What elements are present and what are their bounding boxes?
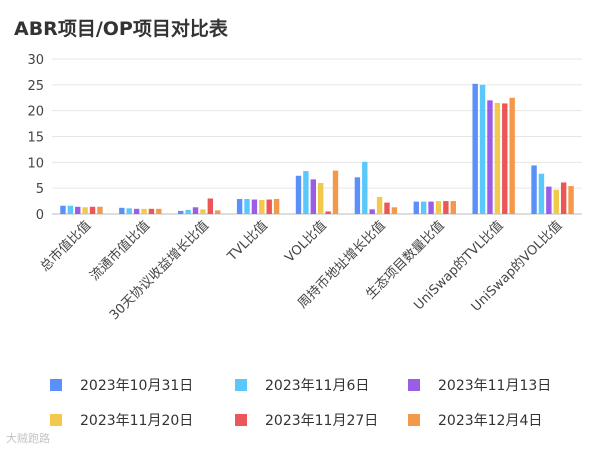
bar	[502, 103, 508, 214]
legend-swatch	[50, 414, 62, 426]
bar	[450, 201, 456, 214]
bar	[420, 201, 427, 214]
watermark: 大贼跑路	[6, 432, 50, 445]
bar	[156, 208, 162, 214]
bar	[141, 208, 147, 214]
bar	[89, 206, 96, 214]
bar	[266, 199, 272, 214]
y-axis: 0 5 10 15 20 25 30	[27, 53, 44, 223]
bar	[200, 209, 206, 214]
y-tick-label: 5	[36, 182, 44, 197]
bar	[435, 201, 442, 214]
legend-swatch	[50, 379, 62, 391]
bar	[126, 208, 132, 214]
legend-swatch	[408, 379, 420, 391]
bar	[479, 84, 486, 214]
legend-label: 2023年11月20日	[80, 413, 193, 429]
bar	[546, 186, 552, 214]
bar	[295, 175, 302, 214]
bar	[325, 211, 331, 214]
bar	[354, 177, 361, 214]
legend-swatch	[408, 414, 420, 426]
bar	[251, 199, 258, 214]
legend: 2023年10月31日 2023年11月6日 2023年11月13日 2023年11月…	[50, 378, 551, 429]
bar	[362, 161, 368, 214]
bar	[318, 183, 324, 214]
bar	[443, 201, 449, 214]
bar	[192, 207, 199, 214]
bar	[97, 206, 103, 214]
bar	[310, 179, 316, 214]
bar	[391, 207, 398, 214]
bar	[244, 199, 250, 214]
bar	[133, 208, 140, 214]
bar	[428, 201, 434, 214]
legend-swatch	[235, 414, 247, 426]
bar	[509, 97, 515, 214]
bar	[303, 171, 309, 214]
bar	[185, 209, 191, 214]
x-tick-label: VOL比值	[282, 218, 330, 266]
bar	[472, 83, 478, 214]
grid-lines	[52, 58, 582, 215]
bar	[119, 207, 125, 214]
bar	[67, 205, 74, 214]
x-tick-label: 30天协议收益增长比值	[106, 218, 212, 324]
bar	[487, 100, 493, 214]
y-tick-label: 15	[27, 131, 44, 146]
y-tick-label: 20	[27, 105, 44, 120]
legend-label: 2023年12月4日	[438, 413, 542, 429]
bar	[332, 170, 339, 214]
bar	[553, 189, 559, 214]
bar	[259, 200, 265, 214]
bar	[413, 201, 419, 214]
bar	[376, 196, 383, 214]
bar	[60, 205, 66, 214]
bar	[207, 198, 214, 214]
bars	[60, 83, 574, 214]
bar	[215, 210, 221, 214]
y-tick-label: 30	[27, 53, 44, 68]
bar	[560, 182, 567, 214]
bar	[82, 207, 88, 214]
bar	[568, 186, 574, 214]
x-tick-label: 总市值比值	[37, 218, 94, 275]
bar	[494, 102, 501, 214]
legend-label: 2023年11月13日	[438, 378, 551, 394]
legend-label: 2023年11月6日	[265, 378, 369, 394]
bar	[538, 173, 545, 214]
bar	[369, 209, 375, 214]
bar	[75, 206, 81, 214]
legend-label: 2023年10月31日	[80, 378, 193, 394]
bar	[384, 202, 390, 214]
bar	[236, 199, 243, 214]
bar	[178, 210, 184, 214]
y-tick-label: 25	[27, 79, 44, 94]
x-tick-label: 流通市值比值	[87, 218, 153, 284]
bar	[531, 165, 537, 214]
bar	[273, 199, 280, 214]
chart-title: ABR项目/OP项目对比表	[14, 18, 228, 40]
x-tick-label: TVL比值	[224, 218, 271, 265]
legend-swatch	[235, 379, 247, 391]
bar	[148, 208, 155, 214]
legend-label: 2023年11月27日	[265, 413, 378, 429]
y-tick-label: 10	[27, 156, 44, 171]
y-tick-label: 0	[36, 208, 44, 223]
